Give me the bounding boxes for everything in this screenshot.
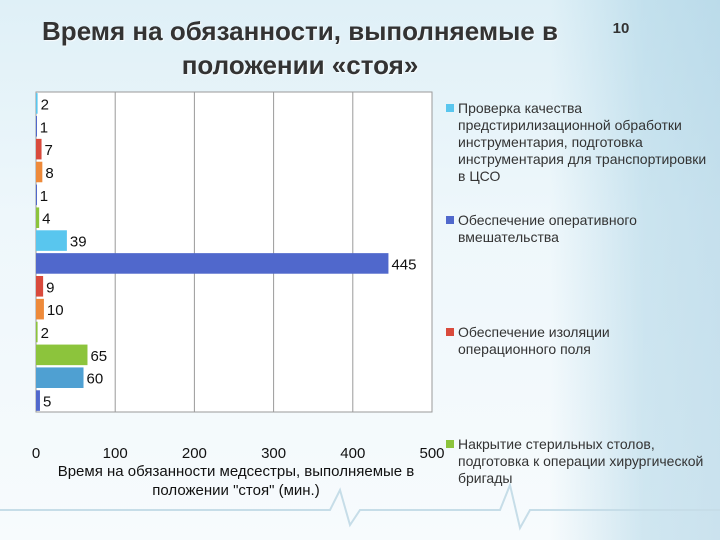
bar <box>36 344 88 366</box>
bar-value-label: 4 <box>42 211 50 228</box>
bar <box>36 321 38 343</box>
bar <box>36 230 67 251</box>
x-tick-label: 200 <box>182 445 207 462</box>
bar-value-label: 1 <box>40 119 48 136</box>
bar-value-label: 7 <box>45 142 53 159</box>
legend-label: Накрытие стерильных столов, подготовка к… <box>458 436 704 486</box>
legend-swatch <box>446 328 454 336</box>
bar-value-label: 5 <box>43 394 51 411</box>
x-tick-label: 500 <box>419 445 444 462</box>
bar-value-label: 10 <box>47 302 64 319</box>
x-tick-label: 100 <box>103 445 128 462</box>
bar <box>36 298 44 320</box>
x-tick-label: 400 <box>340 445 365 462</box>
slide-title: Время на обязанности, выполняемые в поло… <box>42 16 558 80</box>
bar-value-label: 60 <box>87 371 104 388</box>
ecg-line-decoration <box>0 481 720 531</box>
spine-decoration <box>550 0 720 540</box>
bar-value-label: 9 <box>46 279 54 296</box>
bar <box>36 367 84 388</box>
bar-value-label: 65 <box>90 348 107 365</box>
bar-value-label: 445 <box>391 256 416 273</box>
bar <box>36 207 40 228</box>
legend-label: Обеспечение оперативного вмешательства <box>458 212 637 245</box>
bar <box>36 253 389 274</box>
legend-swatch <box>446 104 454 112</box>
plot-area <box>35 91 433 413</box>
legend-swatch <box>446 216 454 224</box>
page-number: 10 <box>612 20 630 37</box>
bar-value-label: 2 <box>41 96 49 113</box>
bar-value-label: 8 <box>45 165 53 182</box>
bar <box>36 93 38 114</box>
bar <box>36 116 37 137</box>
legend-swatch <box>446 440 454 448</box>
x-axis-label: Время на обязанности медсестры, выполняе… <box>57 463 415 499</box>
x-tick-label: 300 <box>261 445 286 462</box>
x-tick-label: 0 <box>32 445 40 462</box>
legend-label: Обеспечение изоляции операционного поля <box>458 324 610 357</box>
bar-value-label: 1 <box>40 188 48 205</box>
bar <box>36 161 43 183</box>
chart-legend: Проверка качества предстирилизационной о… <box>446 100 710 500</box>
legend-label: Проверка качества предстирилизационной о… <box>458 100 707 184</box>
bar <box>36 184 37 206</box>
bar-value-label: 2 <box>41 325 49 342</box>
bar <box>36 276 44 297</box>
bar <box>36 138 42 160</box>
bar-value-label: 39 <box>70 234 87 251</box>
bar <box>36 390 40 411</box>
